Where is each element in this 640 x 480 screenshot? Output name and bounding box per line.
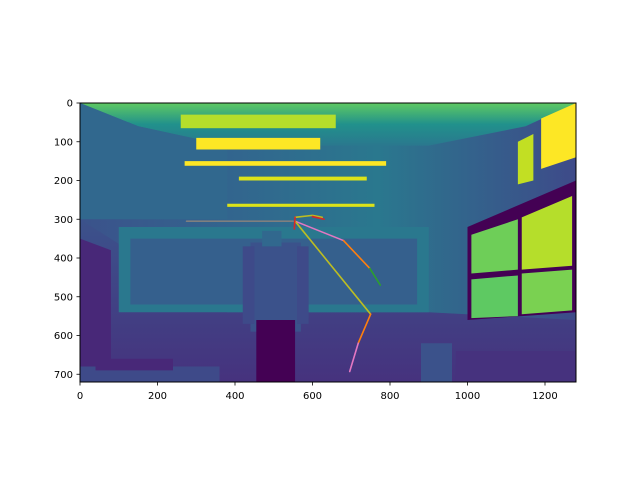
image-ceiling-light [196,137,321,150]
pose-line [348,342,360,373]
image-light-strip [227,203,375,207]
axes-frame [79,102,577,383]
image-window-pane [521,196,573,270]
image-upper-window [541,103,576,169]
image-window-pane [471,275,518,319]
pose-line [294,214,323,219]
camera-image [80,103,576,382]
x-tick-label: 1000 [455,391,480,402]
image-floor [80,219,576,382]
image-window-pane [471,219,518,274]
pose-line [294,220,345,242]
x-tick-label: 600 [303,391,322,402]
x-tick-label: 800 [380,391,399,402]
image-left-wall-shadow [80,238,111,382]
image-window-pane [521,269,573,315]
image-ceiling-panel [180,114,336,129]
image-left-ceiling [80,103,228,220]
image-table [95,358,173,371]
image-person-legs [256,320,296,382]
pose-skeleton [185,214,382,373]
image-upper-window [517,134,534,185]
y-axis: 0 100 200 300 400 500 600 700 [54,99,80,381]
x-tick-label: 200 [148,391,167,402]
pose-line [357,313,372,345]
image-person-head [262,230,282,247]
image-person-arm [242,246,255,324]
y-tick-label: 600 [54,331,73,342]
y-tick-label: 700 [54,370,73,381]
pose-line [311,215,325,221]
y-tick-label: 400 [54,254,73,265]
y-tick-label: 0 [67,99,73,110]
image-person-torso [250,242,301,332]
image-sofa [455,351,576,382]
y-tick-label: 300 [54,215,73,226]
x-axis: 0 200 400 600 800 1000 1200 [77,382,558,402]
y-tick-label: 100 [54,137,73,148]
x-tick-label: 1200 [532,391,557,402]
image-light-strip [184,161,387,166]
image-chair [421,343,452,382]
pose-line [342,239,371,270]
y-tick-label: 200 [54,176,73,187]
pose-line [369,267,382,286]
y-tick-label: 500 [54,292,73,303]
pose-line [293,216,296,230]
pose-line [294,220,372,315]
image-person-arm [297,246,309,324]
x-tick-label: 0 [77,391,83,402]
x-tick-label: 400 [225,391,244,402]
image-light-strip [238,176,367,181]
